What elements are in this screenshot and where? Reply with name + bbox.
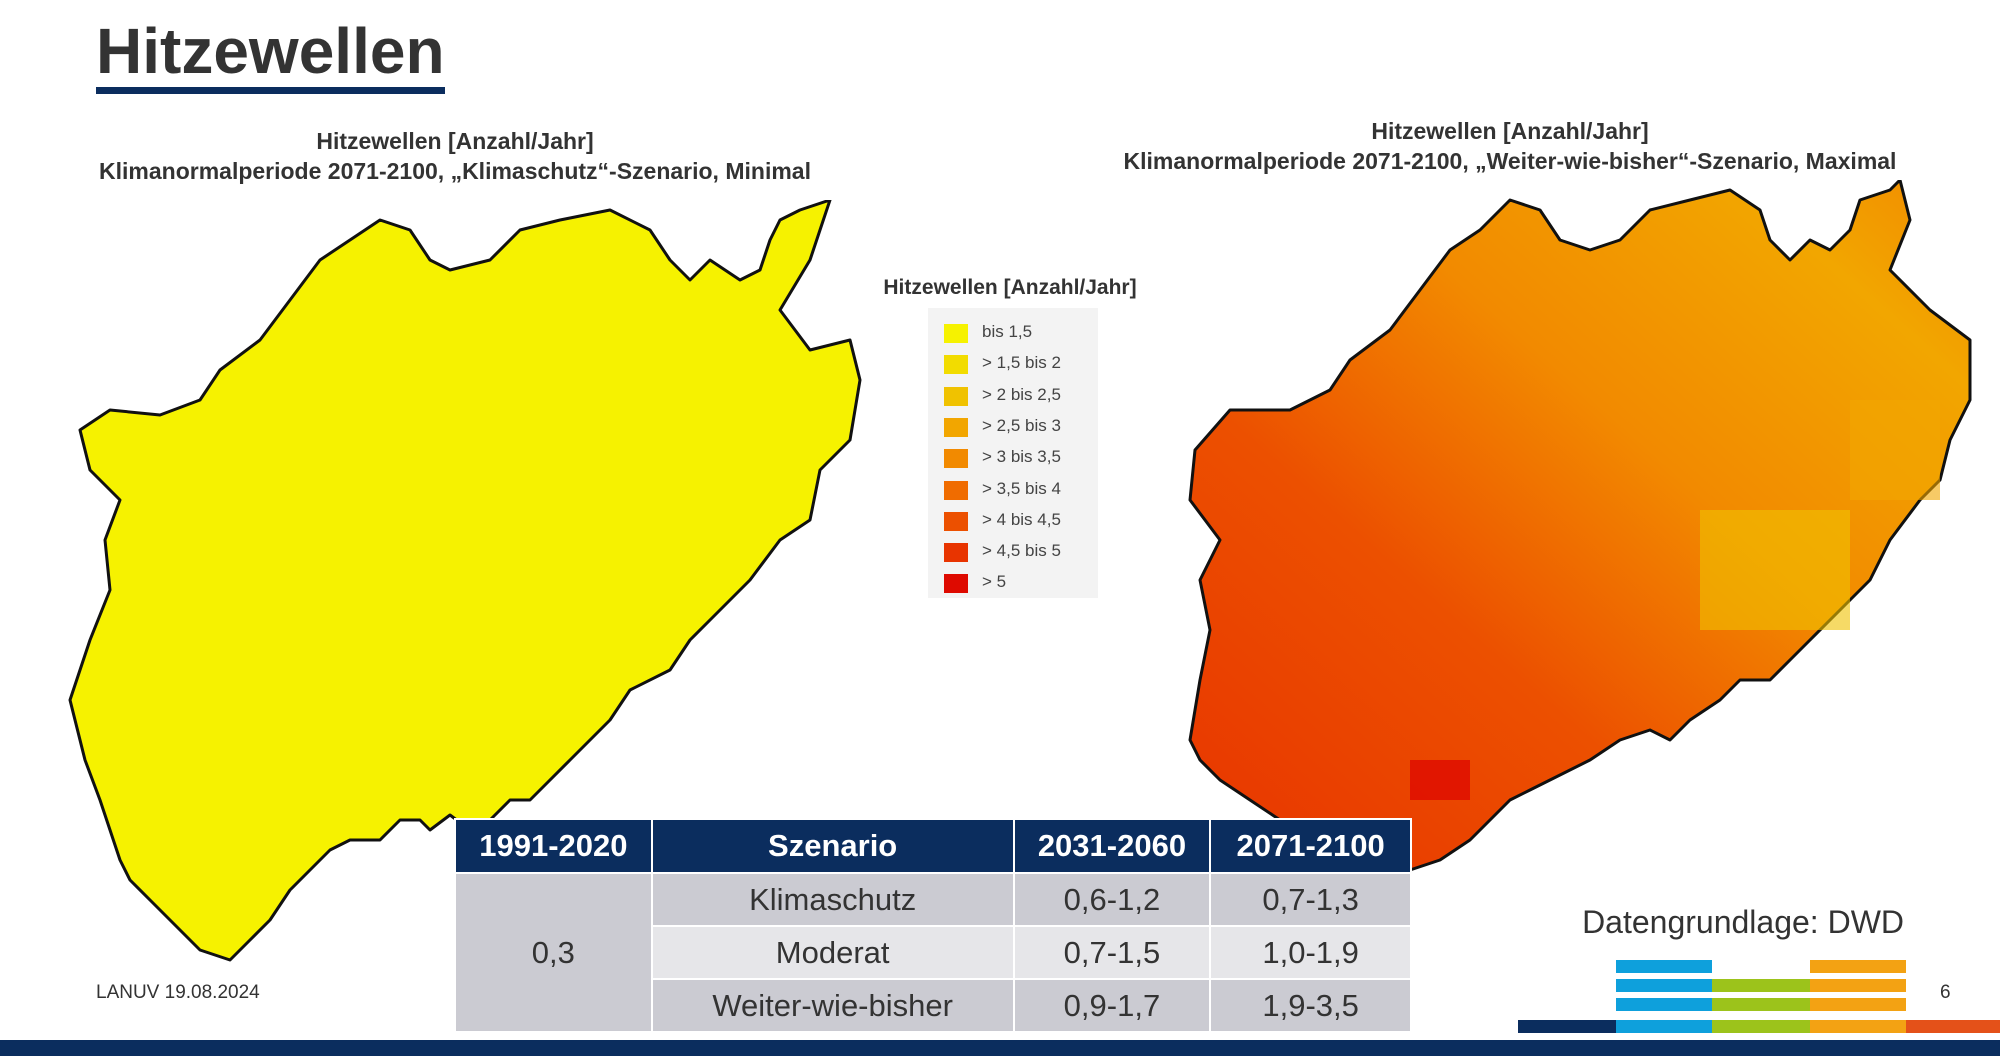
stripe	[1810, 998, 1906, 1011]
legend-swatch	[944, 449, 968, 469]
legend-label: > 3,5 bis 4	[982, 478, 1061, 498]
legend-swatch	[944, 386, 968, 406]
scenario-cell: Weiter-wie-bisher	[650, 978, 1015, 1033]
left-heatwave-map	[68, 200, 862, 962]
value-2031-2060: 0,9-1,7	[1012, 978, 1212, 1033]
stripe	[1518, 1020, 1616, 1033]
legend-swatch	[944, 543, 968, 563]
legend-swatch	[944, 511, 968, 531]
page-number: 6	[1940, 982, 1951, 1003]
right-heatwave-map	[1188, 180, 1972, 872]
right-map-cool-zone-2	[1850, 400, 1940, 500]
legend-label: > 4,5 bis 5	[982, 541, 1061, 561]
value-2071-2100: 0,7-1,3	[1209, 872, 1412, 927]
legend-label: > 3 bis 3,5	[982, 447, 1061, 467]
header-2031-2060: 2031-2060	[1012, 818, 1212, 874]
data-source-label: Datengrundlage: DWD	[1582, 904, 1904, 940]
brand-stripes	[1518, 958, 2000, 1040]
scenario-cell: Moderat	[650, 925, 1015, 980]
footer-bar	[0, 1040, 2000, 1056]
legend-label: > 2 bis 2,5	[982, 384, 1061, 404]
right-map-title-line2: Klimanormalperiode 2071-2100, „Weiter-wi…	[1123, 148, 1897, 174]
table-row: Weiter-wie-bisher 0,9-1,7 1,9-3,5	[455, 978, 1412, 1033]
slide-title: Hitzewellen	[96, 17, 445, 95]
legend-swatch	[944, 574, 968, 594]
legend-label: > 5	[982, 572, 1007, 592]
stripe	[1906, 1020, 2000, 1033]
legend-label: > 4 bis 4,5	[982, 509, 1061, 529]
table-row: Moderat 0,7-1,5 1,0-1,9	[455, 925, 1412, 980]
stripe	[1712, 1020, 1810, 1033]
value-2031-2060: 0,7-1,5	[1012, 925, 1212, 980]
stripe	[1712, 998, 1810, 1011]
legend-title: Hitzewellen [Anzahl/Jahr]	[883, 276, 1137, 299]
stripe	[1616, 960, 1712, 973]
value-2031-2060: 0,6-1,2	[1012, 872, 1212, 927]
stripe	[1616, 1020, 1712, 1033]
legend-swatch	[944, 480, 968, 500]
right-map-hotspot	[1410, 760, 1470, 800]
baseline-value: 0,3	[454, 872, 653, 1033]
legend-label: bis 1,5	[982, 322, 1033, 341]
right-map-title-line1: Hitzewellen [Anzahl/Jahr]	[1371, 118, 1649, 144]
footer-date: LANUV 19.08.2024	[96, 982, 260, 1003]
left-map-title-line2: Klimanormalperiode 2071-2100, „Klimaschu…	[99, 158, 811, 184]
summary-table: 1991-2020 Szenario 2031-2060 2071-2100 0…	[454, 818, 1412, 1033]
header-szenario: Szenario	[650, 818, 1015, 874]
left-map-title: Hitzewellen [Anzahl/Jahr] Klimanormalper…	[60, 126, 850, 186]
right-map-title: Hitzewellen [Anzahl/Jahr] Klimanormalper…	[1080, 116, 1940, 176]
scenario-cell: Klimaschutz	[650, 872, 1015, 927]
legend-swatch	[944, 324, 968, 343]
stripe	[1712, 979, 1810, 992]
legend-label: > 2,5 bis 3	[982, 415, 1061, 435]
right-map-cool-zone	[1700, 510, 1850, 630]
legend-swatch	[944, 417, 968, 437]
table-row: 0,3 Klimaschutz 0,6-1,2 0,7-1,3	[454, 872, 1412, 1033]
stripe	[1616, 979, 1712, 992]
header-1991-2020: 1991-2020	[454, 818, 653, 874]
header-2071-2100: 2071-2100	[1209, 818, 1412, 874]
stripe	[1810, 1020, 1906, 1033]
value-2071-2100: 1,9-3,5	[1209, 978, 1412, 1033]
right-map-region	[1188, 180, 1972, 872]
left-map-region	[68, 200, 862, 962]
legend-label: > 1,5 bis 2	[982, 353, 1061, 373]
stripe	[1810, 979, 1906, 992]
legend-swatch	[944, 355, 968, 375]
legend: bis 1,5 > 1,5 bis 2 > 2 bis 2,5 > 2,5 bis 3…	[928, 308, 1098, 598]
left-map-title-line1: Hitzewellen [Anzahl/Jahr]	[316, 128, 594, 154]
stripe	[1810, 960, 1906, 973]
stripe	[1616, 998, 1712, 1011]
value-2071-2100: 1,0-1,9	[1209, 925, 1412, 980]
